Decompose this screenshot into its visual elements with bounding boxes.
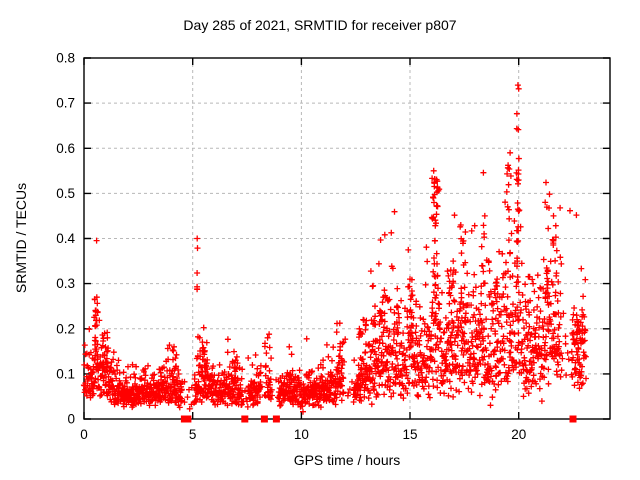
y-tick-label: 0.8 [56,51,75,66]
x-axis-title: GPS time / hours [293,452,401,468]
y-tick-label: 0.2 [56,321,75,336]
x-tick-label: 10 [294,427,309,442]
y-axis-title: SRMTID / TECUs [13,182,29,294]
y-tick-label: 0.6 [56,141,75,156]
x-tick-label: 0 [80,427,88,442]
x-tick-label: 20 [511,427,526,442]
data-points [80,82,589,415]
tick-marks [83,57,610,420]
y-tick-label: 0.7 [56,96,75,111]
zero-value-markers [180,415,577,423]
x-tick-label: 5 [189,427,197,442]
y-tick-label: 0.4 [56,231,75,246]
y-tick-label: 0.3 [56,276,75,291]
y-tick-label: 0.1 [56,366,75,381]
y-tick-label: 0.5 [56,186,75,201]
y-tick-label: 0 [67,412,75,427]
chart-title: Day 285 of 2021, SRMTID for receiver p80… [183,17,457,33]
x-tick-label: 15 [403,427,418,442]
